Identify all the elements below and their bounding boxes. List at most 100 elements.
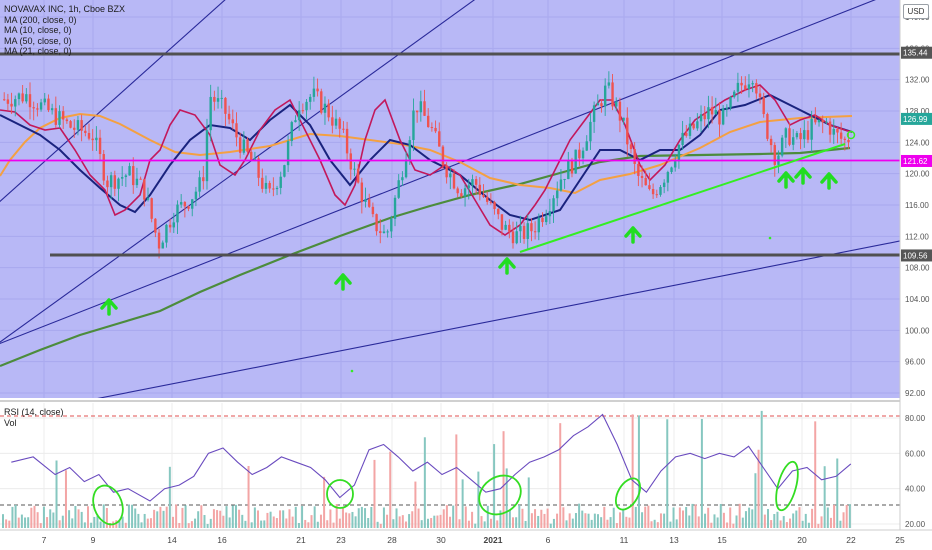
- indicator-ma10[interactable]: MA (10, close, 0): [4, 25, 72, 35]
- candle-body: [334, 118, 338, 126]
- volume-bar: [420, 520, 423, 528]
- volume-bar: [543, 513, 546, 528]
- volume-bar: [603, 506, 606, 528]
- volume-bar: [140, 522, 143, 528]
- volume-bar: [751, 509, 754, 528]
- volume-bar: [297, 522, 300, 528]
- volume-bar: [619, 512, 622, 528]
- volume-bar: [354, 516, 357, 528]
- volume-bar: [848, 504, 851, 528]
- volume-bar: [404, 521, 407, 528]
- volume-bar: [175, 504, 178, 528]
- volume-bar: [332, 522, 335, 528]
- time-tick-label: 23: [336, 535, 346, 545]
- volume-bar: [30, 507, 33, 528]
- candle-body: [780, 137, 784, 156]
- volume-bar: [389, 451, 392, 528]
- candle-body: [688, 123, 692, 136]
- volume-bar: [77, 509, 80, 528]
- candle-body: [408, 140, 411, 160]
- volume-bar: [694, 504, 697, 528]
- volume-bar: [238, 509, 241, 528]
- volume-bar: [187, 523, 190, 528]
- volume-bar: [534, 509, 537, 528]
- volume-bar: [795, 510, 798, 528]
- time-axis[interactable]: 7 9 14 16 21 23 28 30 2021 6 11 13 15 20 22 25: [42, 535, 905, 545]
- symbol-title[interactable]: NOVAVAX INC, 1h, Cboe BZX: [4, 4, 126, 14]
- volume-bar: [386, 514, 389, 528]
- candle-body: [659, 187, 662, 195]
- volume-bar: [804, 513, 807, 528]
- volume-bar: [436, 515, 439, 528]
- volume-bar: [165, 506, 168, 528]
- volume-bar: [247, 465, 250, 528]
- volume-bar: [206, 523, 209, 528]
- indicator-ma50[interactable]: MA (50, close, 0): [4, 35, 72, 46]
- volume-bar: [348, 513, 351, 528]
- volume-bar: [707, 507, 710, 528]
- candle-body: [386, 231, 389, 233]
- ma10-line: [0, 84, 853, 236]
- candle-body: [253, 158, 257, 161]
- candle-body: [238, 137, 242, 153]
- volume-bar: [408, 514, 411, 528]
- candle-body: [696, 121, 699, 129]
- volume-bar: [773, 514, 776, 528]
- volume-bar: [46, 517, 49, 528]
- volume-bar: [518, 504, 521, 528]
- candle-body: [460, 193, 463, 197]
- candle-body: [194, 191, 198, 200]
- moving-averages: [0, 84, 853, 368]
- currency-button[interactable]: USD: [903, 4, 929, 19]
- rsi-circle: [326, 479, 354, 509]
- price-tick-label: 108.00: [905, 264, 930, 273]
- volume-bar: [442, 509, 445, 528]
- volume-bar: [58, 520, 61, 528]
- volume-bar: [153, 509, 156, 528]
- candle-body: [773, 145, 776, 165]
- volume-bar: [181, 507, 184, 528]
- candle-body: [309, 96, 312, 102]
- candle-body: [788, 128, 791, 145]
- price-tick-label: 104.00: [905, 295, 930, 304]
- volume-bar: [335, 504, 338, 528]
- volume-bar: [168, 466, 171, 528]
- price-axis[interactable]: [900, 0, 932, 550]
- candle-body: [117, 178, 120, 189]
- candle-body: [87, 132, 91, 139]
- indicator-ma200[interactable]: MA (200, close, 0): [4, 14, 77, 25]
- candle-body: [430, 127, 434, 129]
- candle-body: [836, 128, 839, 133]
- volume-bar: [666, 419, 669, 528]
- candle-body: [674, 161, 677, 168]
- candle-body: [592, 105, 596, 122]
- volume-bar: [2, 514, 4, 528]
- candle-body: [847, 139, 850, 143]
- volume-bar: [735, 515, 738, 528]
- time-tick-label: 30: [436, 535, 446, 545]
- volume-bar: [726, 522, 729, 528]
- volume-bar: [17, 517, 20, 528]
- candle-body: [21, 93, 24, 102]
- volume-bar: [74, 505, 77, 528]
- indicator-ma21[interactable]: MA (21, close, 0): [4, 46, 72, 56]
- candle-body: [817, 119, 821, 123]
- rsi-title[interactable]: RSI (14, close): [4, 407, 64, 417]
- volume-bar: [776, 511, 779, 528]
- volume-bar: [382, 507, 385, 528]
- volume-bar: [449, 516, 452, 528]
- candle-body: [65, 119, 69, 122]
- price-grid: [0, 0, 901, 398]
- volume-bar: [637, 415, 640, 528]
- candle-body: [799, 133, 802, 140]
- candle-body: [626, 117, 629, 145]
- volume-bar: [216, 510, 219, 528]
- volume-bar: [279, 510, 282, 528]
- trend-line: [519, 143, 846, 253]
- candle-body: [316, 88, 319, 92]
- candle-body: [721, 108, 725, 125]
- trend-line-handle[interactable]: [846, 130, 856, 140]
- vol-label[interactable]: Vol: [4, 417, 17, 428]
- channel-line-bottom: [97, 240, 900, 398]
